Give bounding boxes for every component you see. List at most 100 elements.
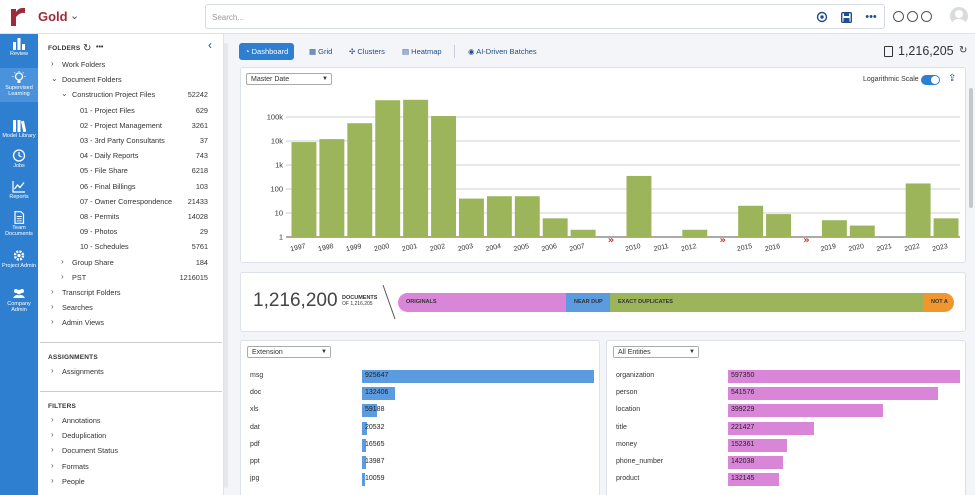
histogram-bar[interactable] [403,99,429,237]
tree-item[interactable]: 03 - 3rd Party Consultants 37 [48,134,218,148]
bar[interactable] [362,370,594,383]
collapse-panel-icon[interactable]: ‹ [208,38,212,52]
log-scale-toggle[interactable] [921,75,940,85]
filter-item[interactable]: › Document Status [48,444,218,458]
tree-item[interactable]: › Transcript Folders [48,286,218,300]
histogram-bar[interactable] [291,142,317,237]
chat-icon[interactable] [907,11,918,22]
avatar[interactable] [950,7,968,25]
tree-item[interactable]: › Work Folders [48,58,218,72]
bar-row[interactable]: product 132145 [616,472,960,487]
chevron-right-icon[interactable]: › [51,287,54,296]
save-icon[interactable] [839,10,853,24]
histogram-bar[interactable] [459,198,484,237]
bar-row[interactable]: xls 59188 [250,403,594,418]
panel-scrollbar[interactable] [224,43,228,488]
bar[interactable] [728,456,784,469]
chevron-right-icon[interactable]: › [51,445,54,455]
bar[interactable] [362,404,377,418]
histogram-bar[interactable] [821,220,847,237]
bar[interactable] [362,438,367,452]
histogram-bar[interactable] [570,229,596,237]
rail-item-project-admin[interactable]: Project Admin [0,246,38,280]
tree-item[interactable]: 01 - Project Files 629 [48,104,218,118]
tree-item[interactable]: ⌄ Construction Project Files 52242 [48,88,218,102]
chevron-right-icon[interactable]: › [51,302,54,312]
tree-item[interactable]: 04 - Daily Reports 743 [48,149,218,163]
tree-item[interactable]: › Admin Views [48,316,218,330]
bar[interactable] [728,421,814,435]
page-scrollbar[interactable] [969,88,973,208]
tree-item[interactable]: 02 - Project Management 3261 [48,119,218,133]
bar[interactable] [728,370,960,383]
bar-row[interactable]: msg 925647 [250,369,594,383]
tree-item[interactable]: › PST 1216015 [48,271,218,285]
bar-row[interactable]: dat 20532 [250,421,594,435]
chevron-right-icon[interactable]: › [51,475,54,485]
bar[interactable] [728,387,939,401]
bar-row[interactable]: doc 132406 [250,386,594,401]
tree-item[interactable]: › Group Share 184 [48,256,218,270]
rail-item-supervised-learning[interactable]: Supervised Learning [0,68,38,102]
date-field-dropdown[interactable]: Master Date ▼ [246,73,332,85]
tab-grid[interactable]: ▦ Grid [303,43,338,60]
rail-item-company-admin[interactable]: Company Admin [0,284,38,318]
rail-item-review[interactable]: Review [0,34,38,68]
dedup-segment[interactable]: EXACT DUPLICATES [610,293,923,312]
app-logo-icon[interactable] [11,6,25,26]
bar[interactable] [362,456,366,469]
bar[interactable] [362,473,365,487]
filter-item[interactable]: › People [48,475,218,489]
tree-item[interactable]: ⌄ Document Folders [48,73,218,87]
bar-row[interactable]: pdf 16565 [250,438,594,452]
bar[interactable] [728,473,780,487]
bar-row[interactable]: title 221427 [616,421,960,435]
filter-item[interactable]: › Annotations [48,414,218,428]
histogram-bar[interactable] [766,214,791,237]
filter-item[interactable]: › Deduplication [48,429,218,443]
chevron-right-icon[interactable]: › [51,460,54,470]
more-icon[interactable]: ••• [865,11,877,23]
entities-dropdown[interactable]: All Entities ▼ [613,346,699,358]
histogram-bar[interactable] [486,196,512,237]
bar[interactable] [362,387,396,401]
chevron-down-icon[interactable]: ⌄ [61,89,68,99]
refresh-icon[interactable]: ↻ [83,43,92,54]
tree-item-assignments[interactable]: › Assignments [48,365,218,379]
dedup-segment[interactable]: ORIGINALS [398,293,566,312]
histogram-bar[interactable] [319,139,345,237]
tree-item[interactable]: 07 - Owner Correspondence 21433 [48,195,218,209]
histogram-bar[interactable] [905,183,931,237]
histogram-bar[interactable] [738,205,764,237]
bar[interactable] [362,421,368,435]
histogram-bar[interactable] [933,218,959,237]
tree-item[interactable]: 06 - Final Billings 103 [48,180,218,194]
bar[interactable] [728,438,788,452]
target-icon[interactable] [815,10,829,24]
tree-item[interactable]: 05 - File Share 6218 [48,164,218,178]
histogram-bar[interactable] [375,100,401,237]
tab-ai-driven-batches[interactable]: ◉ AI-Driven Batches [462,43,543,60]
bar-row[interactable]: jpg 10059 [250,472,594,487]
tab-clusters[interactable]: ✣ Clusters [343,43,391,60]
extension-dropdown[interactable]: Extension ▼ [247,346,331,358]
export-icon[interactable]: ⇪ [948,73,957,84]
bar-row[interactable]: ppt 13987 [250,455,594,469]
refresh-icon[interactable]: ↻ [959,45,968,56]
histogram-bar[interactable] [849,225,875,237]
histogram-bar[interactable] [347,123,373,237]
chevron-right-icon[interactable]: › [61,256,64,266]
theme-icon[interactable] [921,11,932,22]
tab-heatmap[interactable]: ▤ Heatmap [396,43,448,60]
histogram-bar[interactable] [626,175,652,237]
tree-item[interactable]: › Searches [48,301,218,315]
chevron-right-icon[interactable]: › [51,415,54,424]
search-input[interactable] [212,10,802,24]
tab-dashboard[interactable]: ◔ Dashboard [239,43,295,60]
histogram-bar[interactable] [431,116,456,237]
filter-item[interactable]: › Formats [48,460,218,474]
chevron-right-icon[interactable]: › [51,59,54,68]
help-icon[interactable] [893,11,904,22]
tree-item[interactable]: 08 - Permits 14028 [48,210,218,224]
histogram-bar[interactable] [877,237,903,238]
